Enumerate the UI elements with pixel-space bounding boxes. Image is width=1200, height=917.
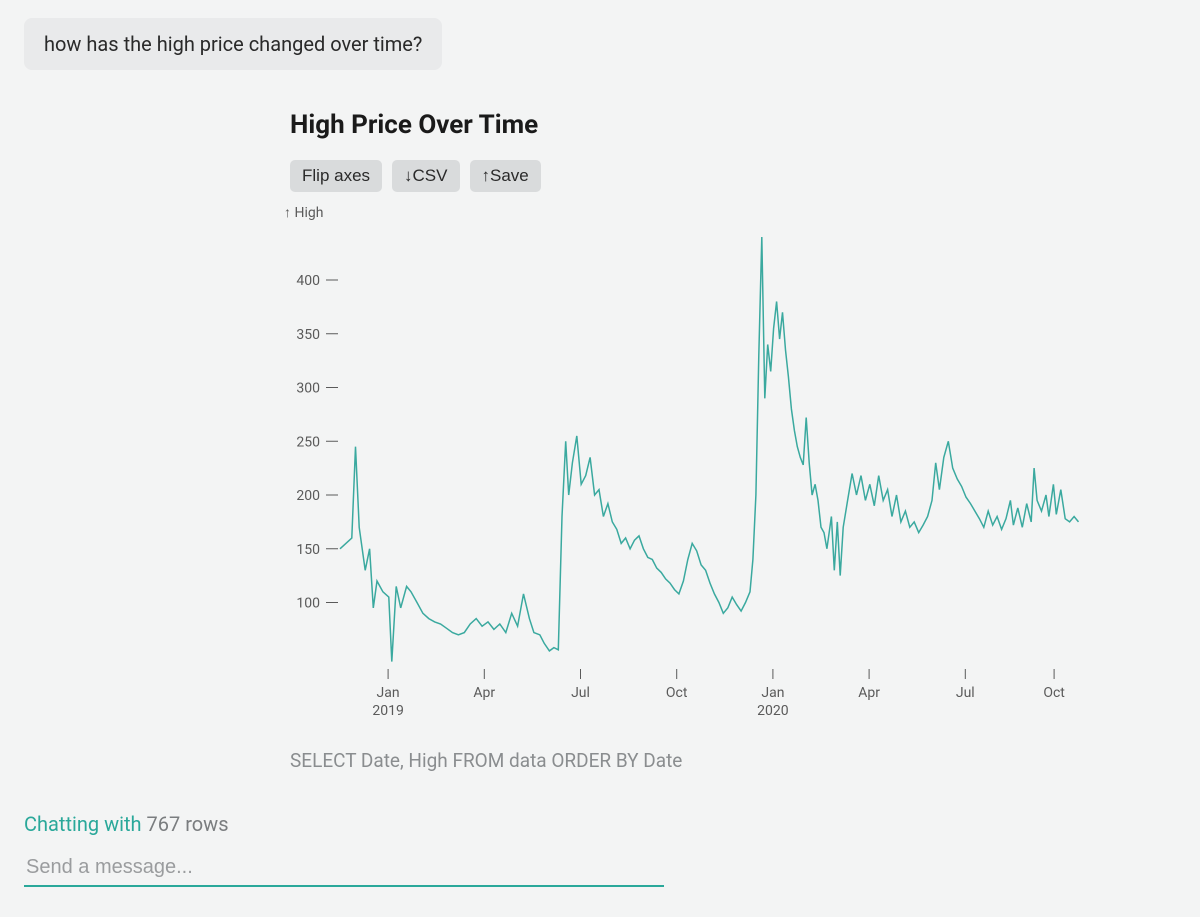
svg-text:200: 200 xyxy=(296,488,320,504)
assistant-response: High Price Over Time Flip axes ↓CSV ↑Sav… xyxy=(290,110,1110,772)
line-chart: 100 150 200 250 300 350 400 Jan 2019 Apr Jul Oct Jan… xyxy=(290,227,1100,727)
svg-text:Jan: Jan xyxy=(761,685,784,701)
user-message-bubble: how has the high price changed over time… xyxy=(24,18,442,70)
svg-text:Jan: Jan xyxy=(377,685,400,701)
svg-text:400: 400 xyxy=(296,273,320,289)
svg-text:Apr: Apr xyxy=(858,685,880,701)
svg-text:100: 100 xyxy=(296,596,320,612)
y-axis-label: ↑ High xyxy=(284,204,1110,221)
status-prefix: Chatting with xyxy=(24,812,147,836)
chart-area: 100 150 200 250 300 350 400 Jan 2019 Apr Jul Oct Jan… xyxy=(290,227,1110,727)
chart-toolbar: Flip axes ↓CSV ↑Save xyxy=(290,160,1110,192)
svg-text:350: 350 xyxy=(296,327,320,343)
status-line: Chatting with 767 rows xyxy=(24,812,664,836)
svg-text:300: 300 xyxy=(296,381,320,397)
svg-text:Jul: Jul xyxy=(571,685,590,701)
chart-title: High Price Over Time xyxy=(290,110,1110,140)
chat-footer: Chatting with 767 rows xyxy=(24,812,664,887)
row-count: 767 rows xyxy=(147,812,229,836)
svg-text:Jul: Jul xyxy=(956,685,975,701)
download-csv-button[interactable]: ↓CSV xyxy=(392,160,459,192)
svg-text:2020: 2020 xyxy=(757,703,789,719)
svg-text:150: 150 xyxy=(296,542,320,558)
svg-text:250: 250 xyxy=(296,434,320,450)
message-input[interactable] xyxy=(24,850,664,887)
flip-axes-button[interactable]: Flip axes xyxy=(290,160,382,192)
save-button[interactable]: ↑Save xyxy=(470,160,541,192)
sql-query-text: SELECT Date, High FROM data ORDER BY Dat… xyxy=(290,749,1110,772)
svg-text:Apr: Apr xyxy=(473,685,495,701)
svg-text:2019: 2019 xyxy=(372,703,403,719)
svg-text:Oct: Oct xyxy=(1043,685,1065,701)
svg-text:Oct: Oct xyxy=(666,685,688,701)
user-message-text: how has the high price changed over time… xyxy=(44,32,422,56)
